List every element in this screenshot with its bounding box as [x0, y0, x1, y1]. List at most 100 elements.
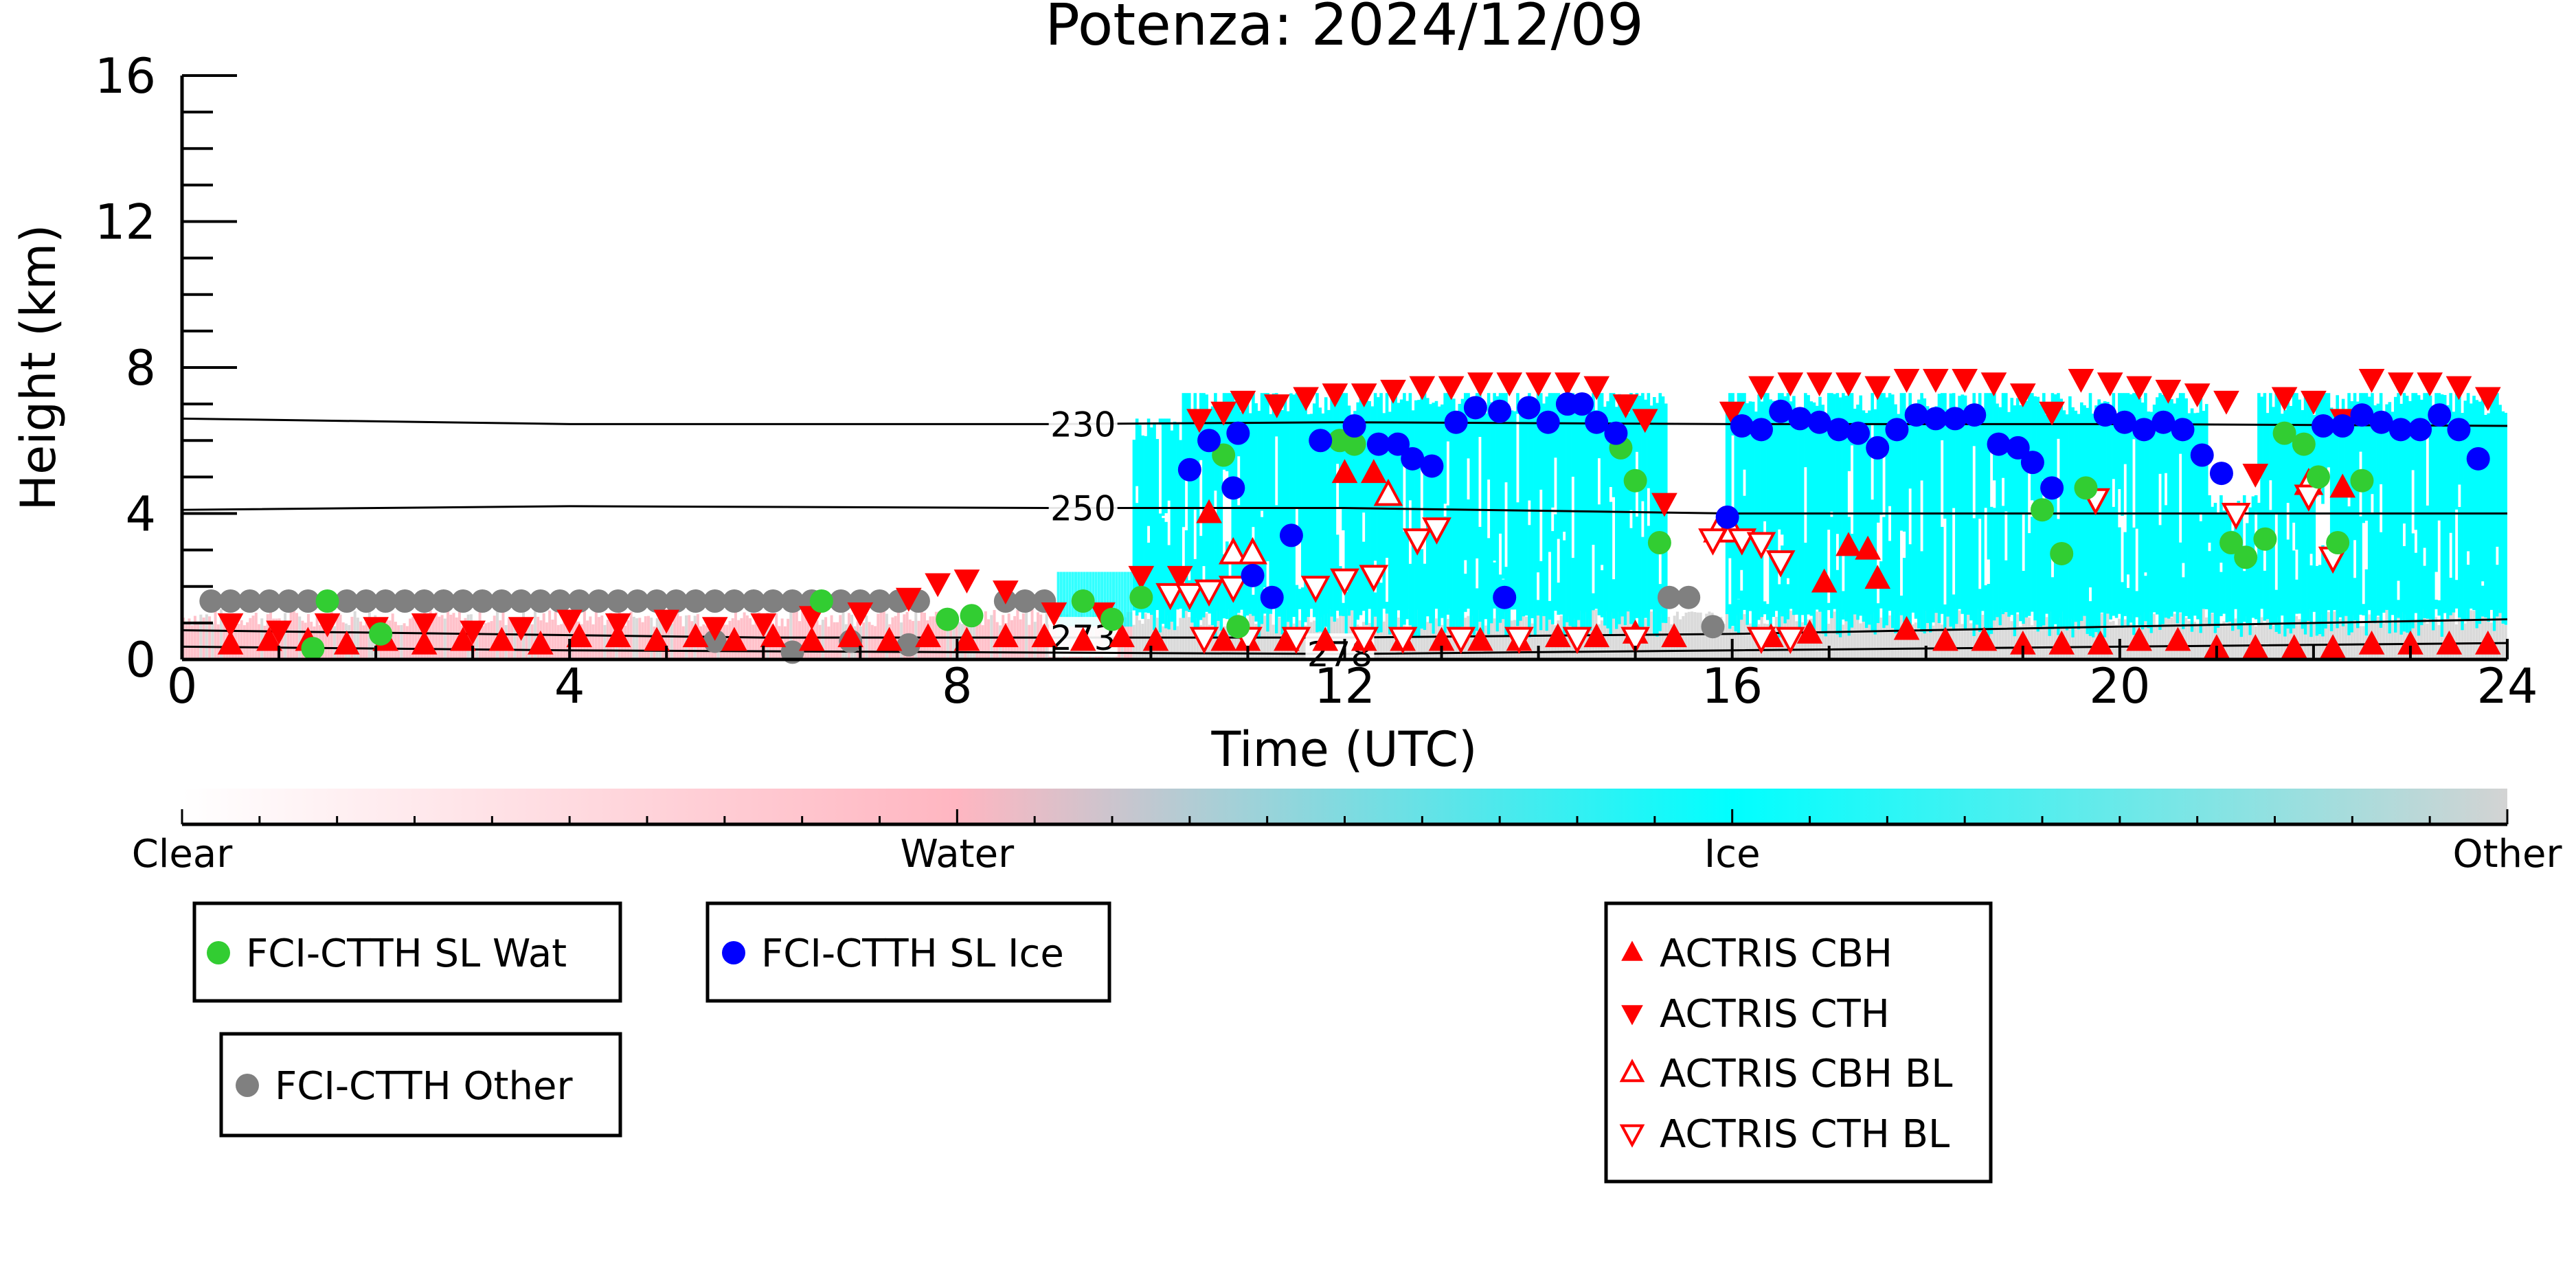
- data-point: [1402, 528, 1432, 556]
- data-point: [333, 630, 360, 655]
- contour-label: 250: [1050, 489, 1116, 529]
- data-point: [2271, 387, 2298, 411]
- data-point: [2428, 403, 2452, 427]
- data-point: [1309, 429, 1333, 453]
- data-point: [393, 589, 417, 613]
- data-point: [960, 604, 984, 628]
- data-point: [645, 589, 669, 613]
- y-tick-label: 8: [125, 340, 156, 396]
- data-point: [2436, 630, 2463, 655]
- data-point: [2234, 545, 2258, 569]
- data-point: [644, 626, 670, 651]
- data-point: [1746, 626, 1776, 655]
- data-point: [1943, 407, 1967, 431]
- data-point: [664, 589, 688, 613]
- data-point: [1807, 410, 1831, 434]
- data-point: [1241, 563, 1265, 587]
- series-fci-ctth-sl-wat: [301, 421, 2374, 661]
- data-point: [266, 620, 292, 645]
- data-point: [1488, 399, 1512, 423]
- data-point: [548, 589, 572, 613]
- data-point: [1963, 403, 1987, 427]
- data-point: [1796, 619, 1823, 644]
- data-point: [1620, 626, 1650, 655]
- data-point: [1855, 535, 1881, 560]
- colorbar-label: Ice: [1704, 832, 1761, 877]
- data-point: [207, 941, 230, 964]
- data-point: [925, 573, 951, 598]
- x-ticks: 0 4 8 12 16 20 24: [167, 639, 2538, 714]
- data-point: [703, 629, 727, 653]
- data-point: [1109, 623, 1135, 648]
- data-point: [1980, 372, 2007, 397]
- data-point: [2087, 630, 2114, 655]
- data-point: [508, 617, 534, 642]
- data-point: [238, 589, 262, 613]
- data-point: [1388, 626, 1418, 655]
- data-point: [1230, 390, 1256, 415]
- data-point: [1932, 626, 1958, 651]
- x-tick-label: 12: [1314, 658, 1375, 714]
- data-point: [567, 589, 591, 613]
- data-point: [1811, 568, 1838, 593]
- data-point: [2031, 498, 2054, 522]
- data-point: [1765, 550, 1796, 578]
- data-point: [1349, 626, 1379, 655]
- data-point: [1155, 583, 1185, 611]
- data-point: [1647, 531, 1671, 554]
- data-point: [993, 623, 1019, 648]
- data-point: [1218, 536, 1248, 565]
- data-point: [1604, 421, 1628, 445]
- data-point: [1444, 410, 1468, 434]
- data-point: [450, 626, 476, 651]
- data-point: [683, 589, 708, 613]
- data-point: [1409, 376, 1436, 400]
- x-tick-label: 8: [942, 658, 973, 714]
- data-point: [1544, 623, 1571, 648]
- legends: FCI-CTTH SL Wat FCI-CTTH SL Ice FCI-CTTH O…: [192, 901, 1993, 1184]
- data-point: [2190, 443, 2214, 467]
- data-point: [1788, 407, 1812, 431]
- data-point: [2155, 379, 2182, 404]
- data-point: [2466, 447, 2490, 471]
- data-point: [256, 626, 282, 651]
- data-point: [236, 1074, 259, 1097]
- data-point: [257, 589, 281, 613]
- x-tick-label: 0: [167, 658, 198, 714]
- data-point: [1570, 392, 1594, 416]
- data-point: [1331, 459, 1358, 484]
- data-point: [2068, 368, 2094, 393]
- data-point: [1661, 623, 1687, 648]
- data-point: [471, 589, 495, 613]
- data-point: [2388, 418, 2413, 442]
- data-point: [2097, 372, 2123, 397]
- data-point: [798, 626, 825, 651]
- data-point: [1386, 432, 1410, 456]
- data-point: [1748, 376, 1774, 400]
- data-point: [1031, 623, 1058, 648]
- legend-entry: FCI-CTTH SL Wat: [246, 931, 567, 976]
- colorbar-label: Water: [901, 832, 1015, 877]
- data-point: [1893, 615, 1920, 640]
- series-actris-cth-bl: [1155, 484, 2348, 655]
- data-point: [2272, 421, 2296, 445]
- data-point: [1651, 493, 1677, 517]
- data-point: [1446, 626, 1476, 655]
- data-point: [1987, 432, 2011, 456]
- data-point: [1263, 394, 1290, 418]
- data-point: [2112, 410, 2136, 434]
- data-point: [2253, 527, 2277, 551]
- data-point: [809, 589, 833, 613]
- data-point: [490, 589, 514, 613]
- data-point: [1342, 432, 1366, 456]
- data-point: [2306, 465, 2330, 489]
- data-point: [1555, 372, 1581, 397]
- data-point: [703, 589, 727, 613]
- data-point: [1422, 517, 1451, 545]
- data-point: [2006, 436, 2030, 460]
- data-point: [2165, 626, 2191, 651]
- data-point: [761, 589, 785, 613]
- data-point: [1128, 565, 1155, 590]
- data-point: [509, 589, 533, 613]
- data-point: [2329, 473, 2356, 498]
